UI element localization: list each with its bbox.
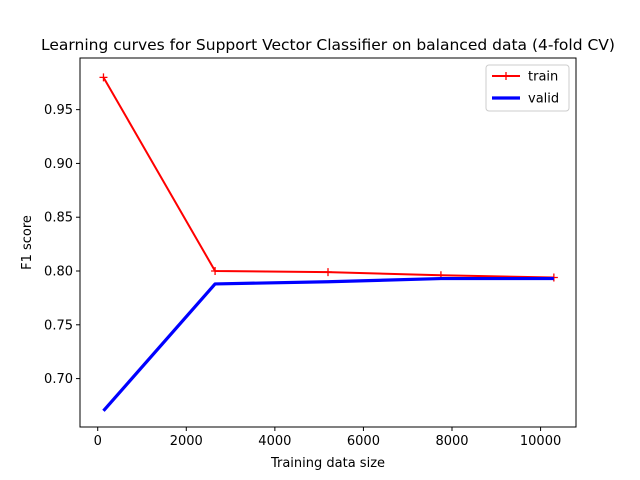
x-tick-label: 0: [94, 434, 102, 449]
series-point-train: [211, 267, 220, 276]
plot-frame: [79, 57, 577, 428]
legend-label-train: train: [528, 70, 558, 85]
x-tick-label: 6000: [347, 434, 380, 449]
legend-label-valid: valid: [528, 92, 559, 107]
x-tick-label: 10000: [520, 434, 561, 449]
x-tick-label: 8000: [435, 434, 468, 449]
legend-marker-train: [502, 72, 510, 80]
x-axis-ticks: 0 2000 4000 6000 8000 10000: [94, 427, 561, 449]
series-point-train: [324, 268, 332, 277]
y-tick-label: 0.75: [44, 318, 73, 333]
y-axis-label: F1 score: [20, 215, 35, 270]
x-tick-label: 4000: [258, 434, 291, 449]
y-tick-label: 0.90: [44, 157, 73, 172]
y-tick-label: 0.85: [44, 211, 73, 226]
x-axis-label: Training data size: [270, 456, 385, 471]
x-tick-label: 2000: [170, 434, 203, 449]
y-tick-label: 0.70: [44, 372, 73, 387]
series-layer: [99, 73, 558, 412]
plot-area: [80, 58, 576, 427]
y-axis-ticks: 0.70 0.75 0.80 0.85 0.90 0.95: [44, 103, 80, 387]
y-tick-label: 0.80: [44, 265, 73, 280]
legend: train valid: [485, 64, 570, 112]
chart-title: Learning curves for Support Vector Class…: [41, 36, 615, 54]
y-tick-label: 0.95: [44, 103, 73, 118]
series-line-valid: [102, 276, 554, 412]
series-point-train: [99, 73, 108, 82]
